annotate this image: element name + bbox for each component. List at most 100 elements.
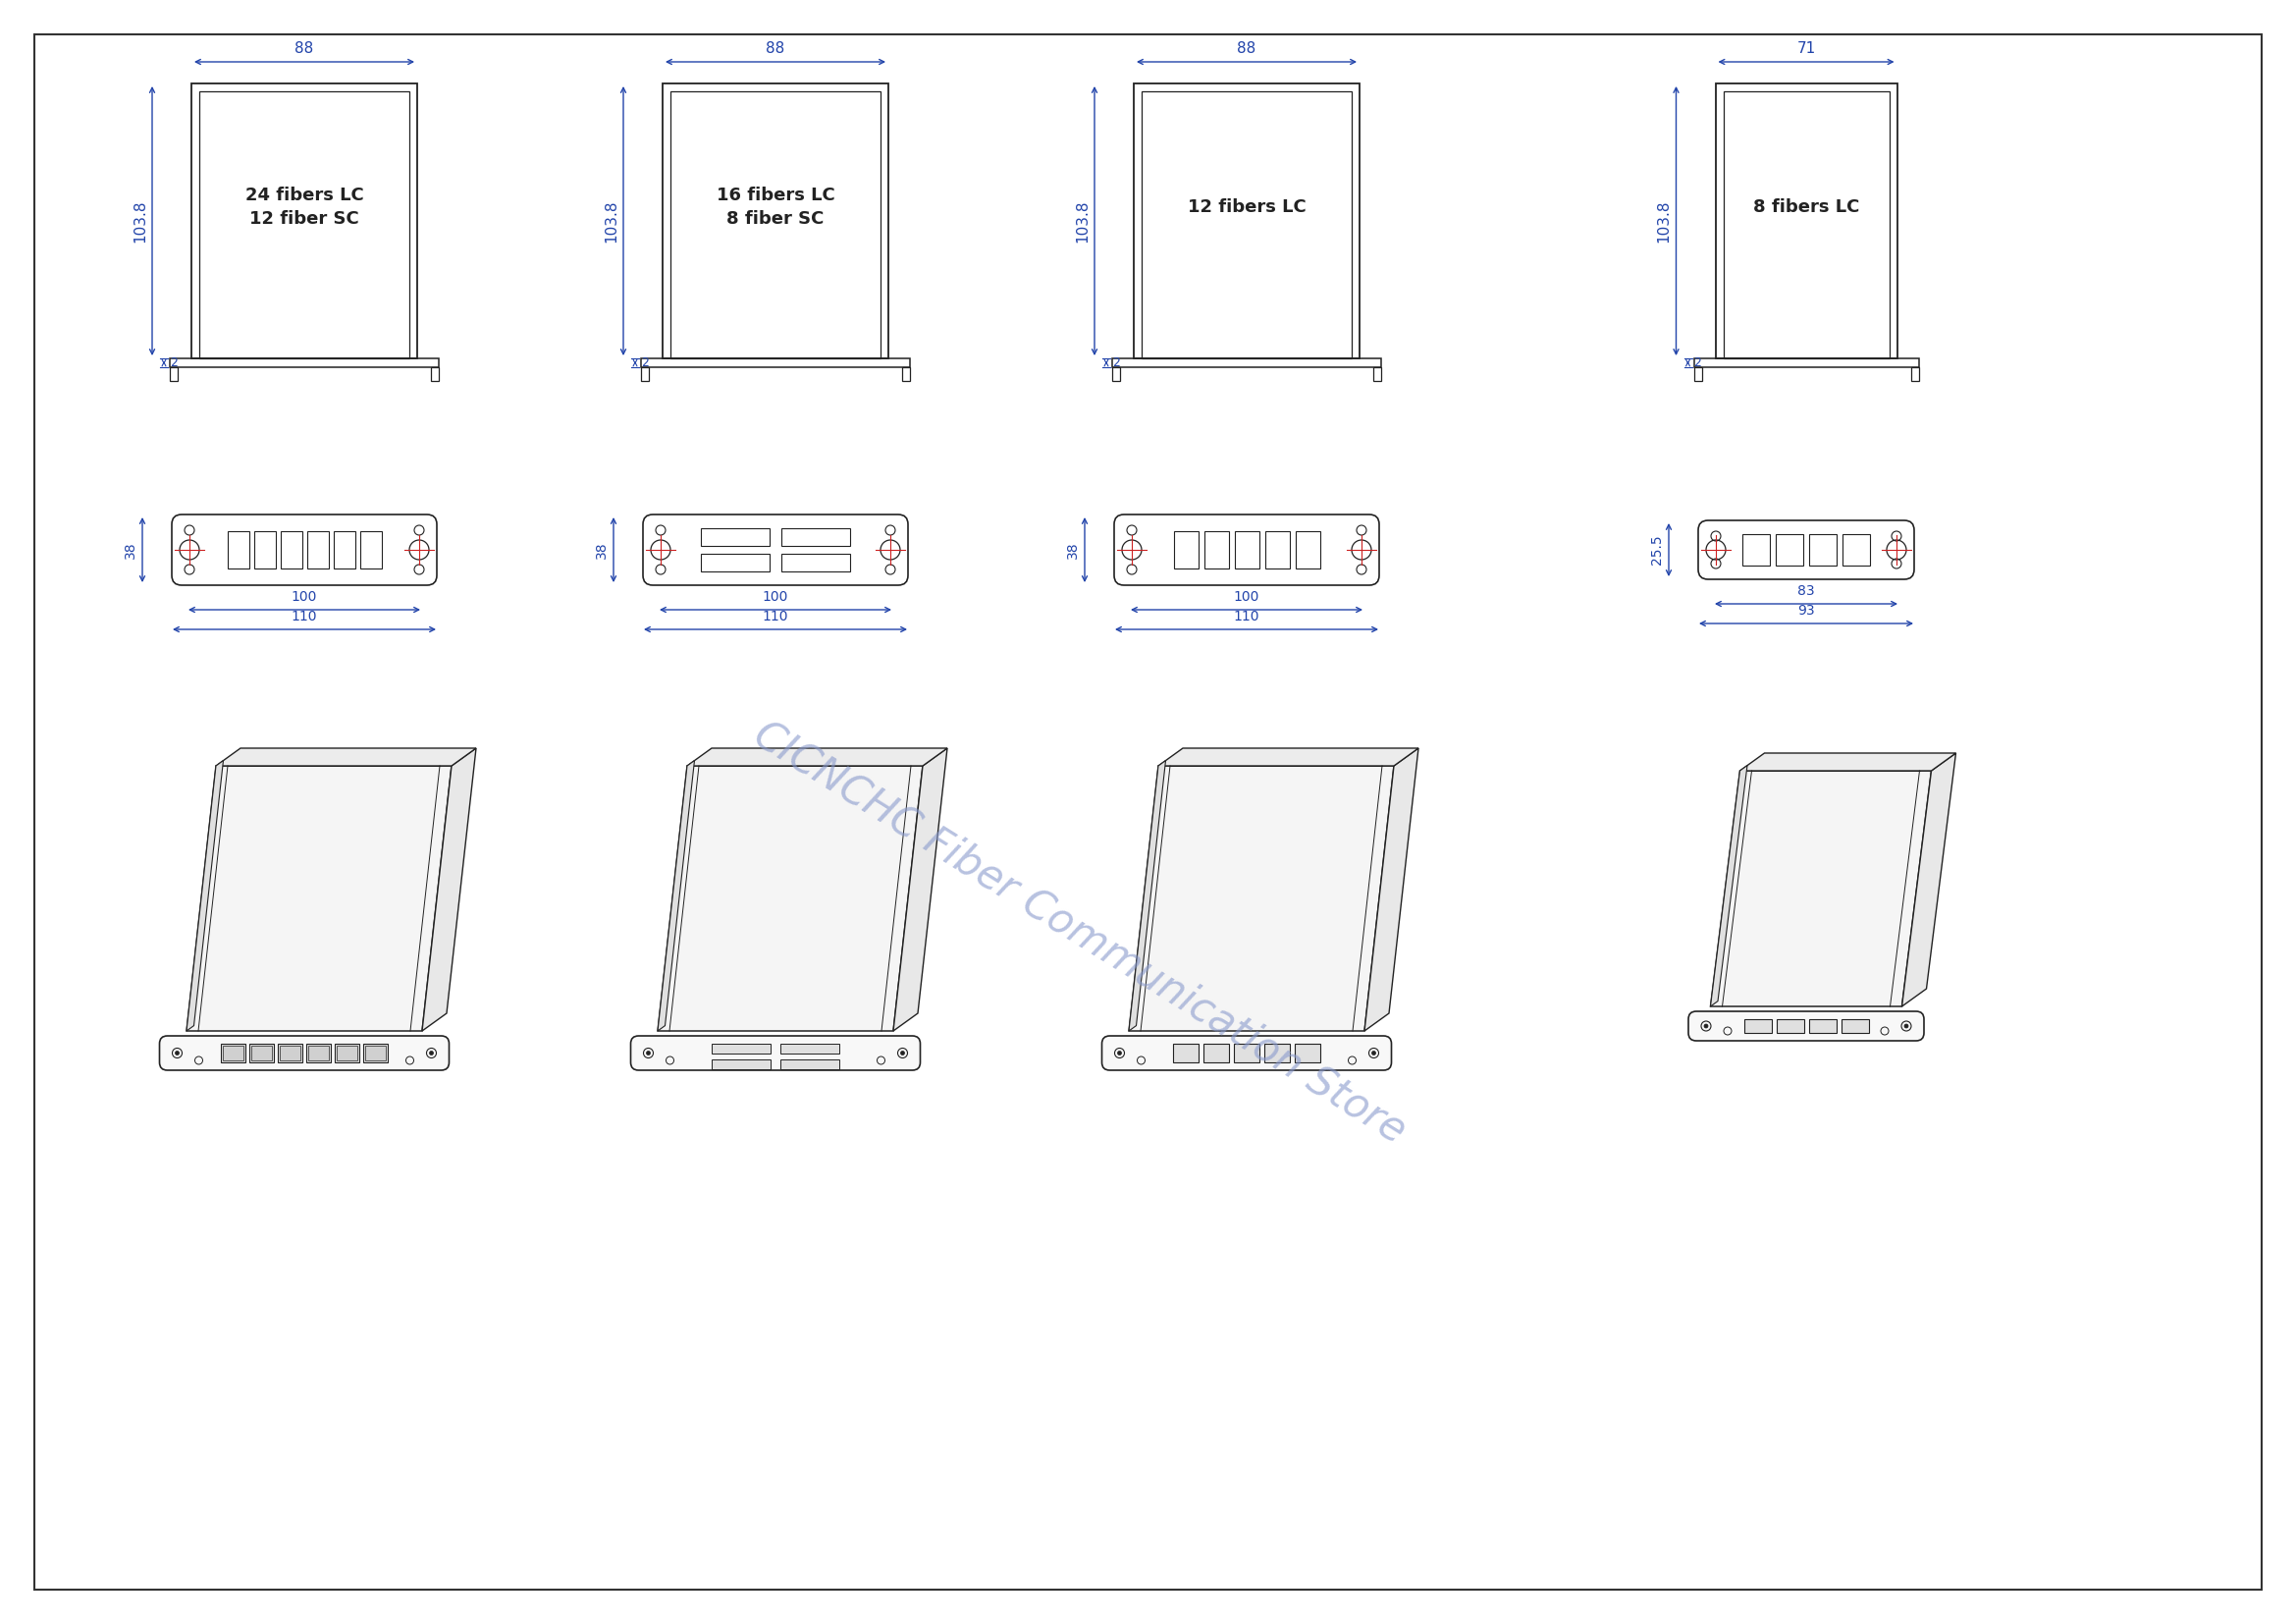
Text: 2: 2	[641, 356, 650, 369]
Polygon shape	[1157, 749, 1419, 767]
Bar	[250, 1044, 273, 1062]
Text: 103.8: 103.8	[1075, 200, 1091, 242]
Bar	[700, 554, 769, 572]
Bar	[365, 1046, 386, 1060]
Bar	[200, 91, 409, 359]
Bar	[1111, 367, 1120, 382]
Bar	[227, 531, 248, 568]
Bar	[1809, 534, 1837, 565]
Bar	[1233, 1044, 1261, 1062]
Bar	[1694, 367, 1701, 382]
Text: 38: 38	[124, 541, 138, 559]
Bar	[280, 1046, 301, 1060]
Bar	[1775, 534, 1802, 565]
Bar	[220, 1044, 246, 1062]
Text: 71: 71	[1798, 41, 1816, 55]
Bar	[1265, 1044, 1290, 1062]
Text: 88: 88	[767, 41, 785, 55]
Bar	[305, 1044, 331, 1062]
Text: 103.8: 103.8	[1655, 200, 1671, 242]
Bar	[700, 528, 769, 546]
Bar	[1777, 1020, 1805, 1033]
Bar	[432, 367, 439, 382]
Bar	[363, 1044, 388, 1062]
Bar	[278, 1044, 303, 1062]
Circle shape	[1704, 1025, 1708, 1028]
Text: 2: 2	[1111, 356, 1120, 369]
Bar	[1141, 91, 1352, 359]
Polygon shape	[216, 749, 475, 767]
Text: 110: 110	[292, 609, 317, 624]
Text: 2: 2	[170, 356, 177, 369]
Bar	[250, 1046, 271, 1060]
Text: 38: 38	[595, 541, 608, 559]
Circle shape	[429, 1051, 434, 1056]
Polygon shape	[657, 767, 923, 1031]
Circle shape	[647, 1051, 650, 1056]
Polygon shape	[657, 760, 693, 1031]
Bar	[191, 83, 418, 359]
Bar	[170, 359, 439, 367]
Text: 100: 100	[762, 590, 788, 604]
Polygon shape	[1711, 771, 1931, 1007]
Text: 16 fibers LC
8 fiber SC: 16 fibers LC 8 fiber SC	[716, 187, 836, 229]
Bar	[781, 528, 850, 546]
Polygon shape	[687, 749, 948, 767]
Text: 38: 38	[1065, 541, 1079, 559]
Bar	[1173, 1044, 1199, 1062]
Bar	[170, 367, 177, 382]
Bar	[1694, 359, 1919, 367]
Bar	[1111, 359, 1382, 367]
Bar	[1134, 83, 1359, 359]
Text: 88: 88	[294, 41, 315, 55]
Text: 25.5: 25.5	[1651, 534, 1665, 565]
Bar	[280, 531, 301, 568]
Bar	[1295, 1044, 1320, 1062]
Bar	[255, 531, 276, 568]
Bar	[308, 531, 328, 568]
Text: 12 fibers LC: 12 fibers LC	[1187, 198, 1306, 216]
Circle shape	[174, 1051, 179, 1056]
Bar	[223, 1046, 243, 1060]
Text: 103.8: 103.8	[133, 200, 147, 242]
Text: 100: 100	[1233, 590, 1261, 604]
Text: 110: 110	[1233, 609, 1261, 624]
Text: 24 fibers LC
12 fiber SC: 24 fibers LC 12 fiber SC	[246, 187, 363, 229]
Text: CICNCHC Fiber Communication Store: CICNCHC Fiber Communication Store	[746, 713, 1414, 1151]
Bar	[1203, 1044, 1228, 1062]
Bar	[1743, 534, 1770, 565]
Bar	[902, 367, 909, 382]
Bar	[333, 531, 356, 568]
Polygon shape	[1740, 754, 1956, 771]
Bar	[1841, 534, 1869, 565]
Polygon shape	[1130, 767, 1394, 1031]
Bar	[781, 554, 850, 572]
Bar	[1724, 91, 1890, 359]
Circle shape	[1903, 1025, 1908, 1028]
Text: 8 fibers LC: 8 fibers LC	[1752, 198, 1860, 216]
Text: 103.8: 103.8	[604, 200, 618, 242]
Bar	[1235, 531, 1258, 568]
Bar	[1265, 531, 1290, 568]
Bar	[308, 1046, 328, 1060]
Circle shape	[1118, 1051, 1120, 1056]
Polygon shape	[1364, 749, 1419, 1031]
Bar	[335, 1044, 358, 1062]
Bar	[712, 1044, 771, 1054]
Bar	[1910, 367, 1919, 382]
Bar	[1715, 83, 1896, 359]
Polygon shape	[1901, 754, 1956, 1007]
Bar	[641, 367, 650, 382]
Bar	[664, 83, 889, 359]
FancyBboxPatch shape	[1688, 1012, 1924, 1041]
Bar	[1203, 531, 1228, 568]
Bar	[1295, 531, 1320, 568]
Polygon shape	[422, 749, 475, 1031]
Bar	[781, 1044, 840, 1054]
Polygon shape	[1711, 765, 1747, 1007]
Bar	[1373, 367, 1382, 382]
Text: 83: 83	[1798, 585, 1814, 598]
Text: 110: 110	[762, 609, 788, 624]
Text: 2: 2	[1694, 356, 1701, 369]
Bar	[1841, 1020, 1869, 1033]
